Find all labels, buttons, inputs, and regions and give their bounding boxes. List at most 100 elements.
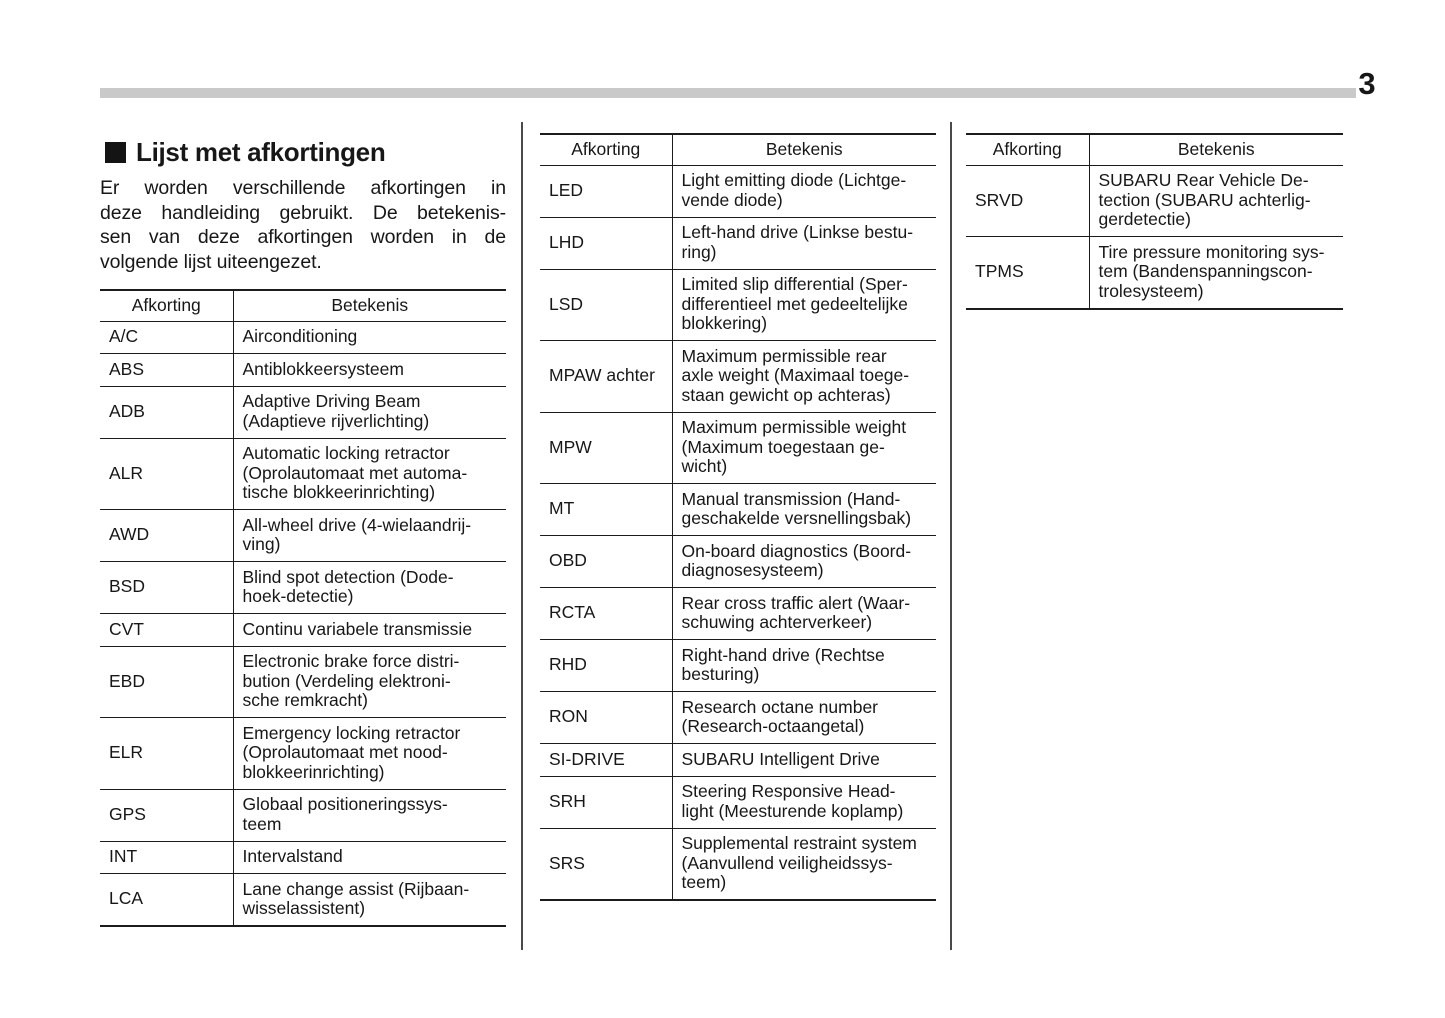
table-row: RON Research octane number (Research-octa… [540, 691, 936, 744]
abbreviation-cell: MT [540, 483, 673, 536]
abbreviation-cell: INT [100, 840, 234, 874]
column-header-betekenis: Betekenis [233, 290, 506, 322]
abbreviation-table-2: Afkorting Betekenis LED Light emitting di… [540, 133, 936, 901]
abbreviation-cell: GPS [100, 788, 234, 841]
table-row: MT Manual transmission (Hand- geschakelde… [540, 483, 936, 536]
table-row: LSD Limited slip differential (Sper- diff… [540, 268, 936, 341]
table-row: MPW Maximum permissible weight (Maximum t… [540, 411, 936, 484]
column-right: Afkorting Betekenis SRVD SUBARU Rear Vehi… [966, 133, 1343, 310]
abbreviation-cell: LCA [100, 873, 234, 926]
meaning-cell: On-board diagnostics (Boord- diagnosesys… [672, 535, 936, 588]
meaning-cell: Right-hand drive (Rechtse besturing) [672, 639, 936, 692]
table-row: LCA Lane change assist (Rijbaan- wisselas… [100, 873, 506, 926]
abbreviation-cell: SRS [540, 827, 673, 900]
meaning-cell: Emergency locking retractor (Oprolautoma… [233, 717, 506, 789]
abbreviation-cell: TPMS [966, 236, 1090, 309]
abbreviation-cell: SRH [540, 775, 673, 828]
intro-line: sen van deze afkortingen worden in de [100, 226, 506, 248]
abbreviation-cell: SRVD [966, 165, 1090, 237]
table-header-row: Afkorting Betekenis [540, 134, 936, 166]
section-marker-icon [105, 141, 126, 163]
meaning-cell: Research octane number (Research-octaang… [672, 691, 936, 744]
abbreviation-cell: OBD [540, 535, 673, 588]
table-row: LED Light emitting diode (Lichtge- vende … [540, 165, 936, 217]
abbreviation-cell: ABS [100, 353, 234, 386]
column-header-betekenis: Betekenis [672, 134, 936, 166]
table-row: GPS Globaal positioneringssys- teem [100, 788, 506, 841]
abbreviation-cell: MPAW achter [540, 340, 673, 412]
meaning-cell: SUBARU Intelligent Drive [672, 743, 936, 776]
table-header-row: Afkorting Betekenis [966, 134, 1343, 166]
abbreviation-cell: RHD [540, 639, 673, 692]
meaning-cell: All-wheel drive (4-wielaandrij- ving) [233, 509, 506, 562]
table-row: A/C Airconditioning [100, 321, 506, 354]
meaning-cell: Supplemental restraint system (Aanvullen… [672, 827, 936, 900]
abbreviation-cell: ALR [100, 437, 234, 510]
meaning-cell: Automatic locking retractor (Oprolautoma… [233, 437, 506, 510]
table-row: ADB Adaptive Driving Beam (Adaptieve rijv… [100, 385, 506, 438]
intro-line: volgende lijst uiteengezet. [100, 250, 322, 273]
column-header-afkorting: Afkorting [966, 134, 1090, 166]
table-row: ELR Emergency locking retractor (Oprolaut… [100, 717, 506, 789]
table-row: SRH Steering Responsive Head- light (Mees… [540, 775, 936, 828]
table-row: ALR Automatic locking retractor (Oprolaut… [100, 437, 506, 510]
abbreviation-table-1: Afkorting Betekenis A/C Airconditioning AB… [100, 289, 506, 927]
meaning-cell: Steering Responsive Head- light (Meestur… [672, 775, 936, 828]
meaning-cell: Intervalstand [233, 840, 506, 874]
intro-line: Er worden verschillende afkortingen in [100, 177, 506, 199]
abbreviation-cell: ELR [100, 717, 234, 789]
column-divider [521, 122, 523, 950]
table-row: AWD All-wheel drive (4-wielaandrij- ving) [100, 509, 506, 562]
table-row: EBD Electronic brake force distri- bution… [100, 645, 506, 718]
abbreviation-cell: LED [540, 165, 673, 217]
column-divider [950, 122, 952, 950]
abbreviation-cell: EBD [100, 645, 234, 718]
page-number: 3 [1358, 66, 1376, 101]
table-row: SI-DRIVE SUBARU Intelligent Drive [540, 743, 936, 776]
abbreviation-cell: BSD [100, 561, 234, 614]
table-row: SRVD SUBARU Rear Vehicle De- tection (SUB… [966, 165, 1343, 237]
column-middle: Afkorting Betekenis LED Light emitting di… [540, 133, 936, 901]
table-row: CVT Continu variabele transmissie [100, 613, 506, 646]
table-row: RCTA Rear cross traffic alert (Waar- schu… [540, 587, 936, 640]
meaning-cell: Airconditioning [242, 326, 358, 346]
meaning-cell: Antiblokkeersysteem [233, 353, 506, 386]
abbreviation-cell: AWD [100, 509, 234, 562]
meaning-cell: Maximum permissible weight (Maximum toeg… [672, 411, 936, 484]
table-row: SRS Supplemental restraint system (Aanvul… [540, 827, 936, 900]
table-row: RHD Right-hand drive (Rechtse besturing) [540, 639, 936, 692]
abbreviation-cell: RCTA [540, 587, 673, 640]
meaning-cell: Tire pressure monitoring sys- tem (Bande… [1089, 236, 1343, 309]
table-header-row: Afkorting Betekenis [100, 290, 506, 322]
abbreviation-cell: CVT [100, 613, 234, 646]
abbreviation-cell: LHD [540, 216, 673, 269]
table-row: OBD On-board diagnostics (Boord- diagnose… [540, 535, 936, 588]
header-rule [100, 88, 1356, 98]
meaning-cell: Light emitting diode (Lichtge- vende dio… [681, 170, 907, 210]
meaning-cell: Adaptive Driving Beam (Adaptieve rijverl… [233, 385, 506, 438]
meaning-cell: Electronic brake force distri- bution (V… [233, 645, 506, 718]
section-heading: Lijst met afkortingen [100, 138, 506, 166]
abbreviation-cell: SI-DRIVE [540, 743, 673, 776]
section-title: Lijst met afkortingen [136, 137, 386, 167]
abbreviation-cell: LSD [540, 268, 673, 341]
meaning-cell: Manual transmission (Hand- geschakelde v… [672, 483, 936, 536]
column-header-betekenis: Betekenis [1089, 134, 1343, 166]
table-row: INT Intervalstand [100, 840, 506, 874]
meaning-cell: Blind spot detection (Dode- hoek-detecti… [233, 561, 506, 614]
abbreviation-cell: A/C [100, 321, 234, 354]
meaning-cell: SUBARU Rear Vehicle De- tection (SUBARU … [1098, 170, 1311, 229]
table-row: TPMS Tire pressure monitoring sys- tem (B… [966, 236, 1343, 309]
column-header-afkorting: Afkorting [540, 134, 673, 166]
intro-paragraph: Er worden verschillende afkortingen in d… [100, 176, 506, 274]
meaning-cell: Continu variabele transmissie [233, 613, 506, 646]
meaning-cell: Left-hand drive (Linkse bestu- ring) [672, 216, 936, 269]
abbreviation-cell: RON [540, 691, 673, 744]
table-row: MPAW achter Maximum permissible rear axle… [540, 340, 936, 412]
table-row: LHD Left-hand drive (Linkse bestu- ring) [540, 216, 936, 269]
table-row: ABS Antiblokkeersysteem [100, 353, 506, 386]
abbreviation-cell: ADB [100, 385, 234, 438]
abbreviation-table-3: Afkorting Betekenis SRVD SUBARU Rear Vehi… [966, 133, 1343, 310]
intro-line: deze handleiding gebruikt. De betekenis- [100, 201, 506, 224]
